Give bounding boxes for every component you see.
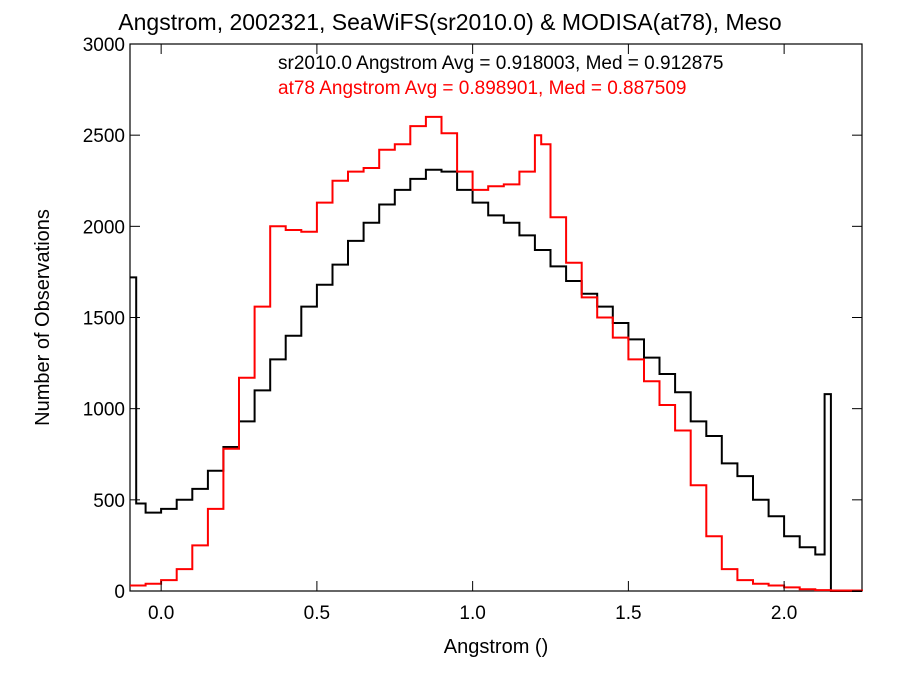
y-tick-label: 1500 — [83, 309, 125, 330]
y-tick-label: 2000 — [83, 217, 125, 238]
x-tick-label: 0.0 — [148, 603, 174, 624]
y-tick-label: 2500 — [83, 126, 125, 147]
x-tick-label: 1.0 — [459, 603, 485, 624]
x-tick-label: 1.5 — [615, 603, 641, 624]
legend-annotation-2: at78 Angstrom Avg = 0.898901, Med = 0.88… — [278, 78, 686, 99]
x-tick-label: 0.5 — [304, 603, 330, 624]
series-layer — [130, 115, 863, 592]
y-tick-label: 0 — [114, 582, 125, 603]
series-line-2 — [130, 115, 863, 592]
y-tick-label: 3000 — [83, 35, 125, 56]
y-axis-label: Number of Observations — [32, 209, 54, 426]
legend-annotation-1: sr2010.0 Angstrom Avg = 0.918003, Med = … — [278, 53, 723, 74]
y-tick-label: 1000 — [83, 400, 125, 421]
legend: sr2010.0 Angstrom Avg = 0.918003, Med = … — [278, 53, 723, 99]
series-line-1 — [130, 168, 862, 592]
y-tick-label: 500 — [93, 491, 125, 512]
x-axis-label: Angstrom () — [444, 636, 548, 658]
ticks-layer: 0.0 0.5 1.0 1.5 2.0 0 500 1000 1500 2000 2500 3000 — [83, 35, 862, 624]
plot-frame — [129, 43, 863, 592]
x-tick-label: 2.0 — [771, 603, 797, 624]
chart-title: Angstrom, 2002321, SeaWiFS(sr2010.0) & M… — [118, 9, 781, 35]
